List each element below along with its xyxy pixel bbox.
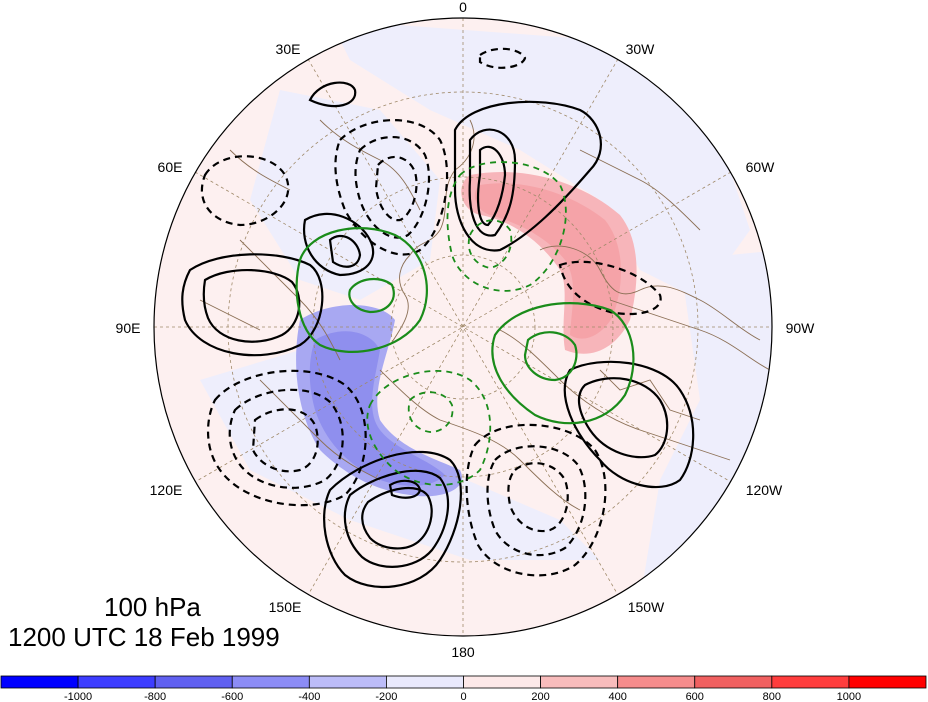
colorbar-tick-label: 400	[608, 691, 626, 702]
lon-label-60w: 60W	[746, 159, 776, 175]
colorbar-swatch	[848, 675, 927, 689]
lon-label-30w: 30W	[626, 41, 656, 57]
map-border	[153, 17, 773, 637]
colorbar-swatch	[463, 675, 541, 689]
colorbar-tick-label: -200	[375, 691, 397, 702]
lon-label-180: 180	[451, 644, 475, 660]
colorbar-tick-label: -800	[144, 691, 166, 702]
colorbar-swatch	[308, 675, 387, 689]
colorbar-tick-label: -400	[298, 691, 320, 702]
colorbar-swatch	[617, 675, 696, 689]
colorbar-tick-label: -600	[221, 691, 243, 702]
lon-label-120e: 120E	[150, 482, 183, 498]
colorbar-tick-label: 600	[686, 691, 704, 702]
colorbar-tick-label: -1000	[64, 691, 92, 702]
colorbar-swatch	[231, 675, 310, 689]
lon-label-90e: 90E	[116, 320, 141, 336]
colorbar-tick-label: 1000	[837, 691, 861, 702]
lon-label-90w: 90W	[786, 320, 816, 336]
colorbar-tick-label: 800	[763, 691, 781, 702]
lon-label-150w: 150W	[628, 599, 665, 615]
colorbar-tick-label: 200	[531, 691, 549, 702]
dashed-contours	[200, 47, 662, 577]
colorbar-swatch	[0, 675, 79, 689]
colorbar-tick-label: 0	[460, 691, 466, 702]
colorbar: -1000 -800 -600 -400 -200 0 200 400 600 800 1000	[0, 675, 927, 702]
lon-label-30e: 30E	[276, 41, 301, 57]
colorbar-swatch	[540, 675, 619, 689]
lon-label-60e: 60E	[158, 159, 183, 175]
lon-label-120w: 120W	[746, 482, 783, 498]
time-label: 1200 UTC 18 Feb 1999	[8, 622, 280, 652]
solid-contours	[181, 81, 695, 589]
colorbar-swatch	[694, 675, 773, 689]
level-label: 100 hPa	[104, 592, 201, 622]
colorbar-swatch	[77, 675, 156, 689]
colorbar-swatch	[771, 675, 850, 689]
green-dashed-contours	[366, 161, 567, 486]
colorbar-swatch	[386, 675, 464, 689]
lon-label-0: 0	[459, 0, 467, 15]
colorbar-swatch	[154, 675, 233, 689]
lon-label-150e: 150E	[269, 599, 302, 615]
green-solid-contours	[295, 227, 635, 425]
